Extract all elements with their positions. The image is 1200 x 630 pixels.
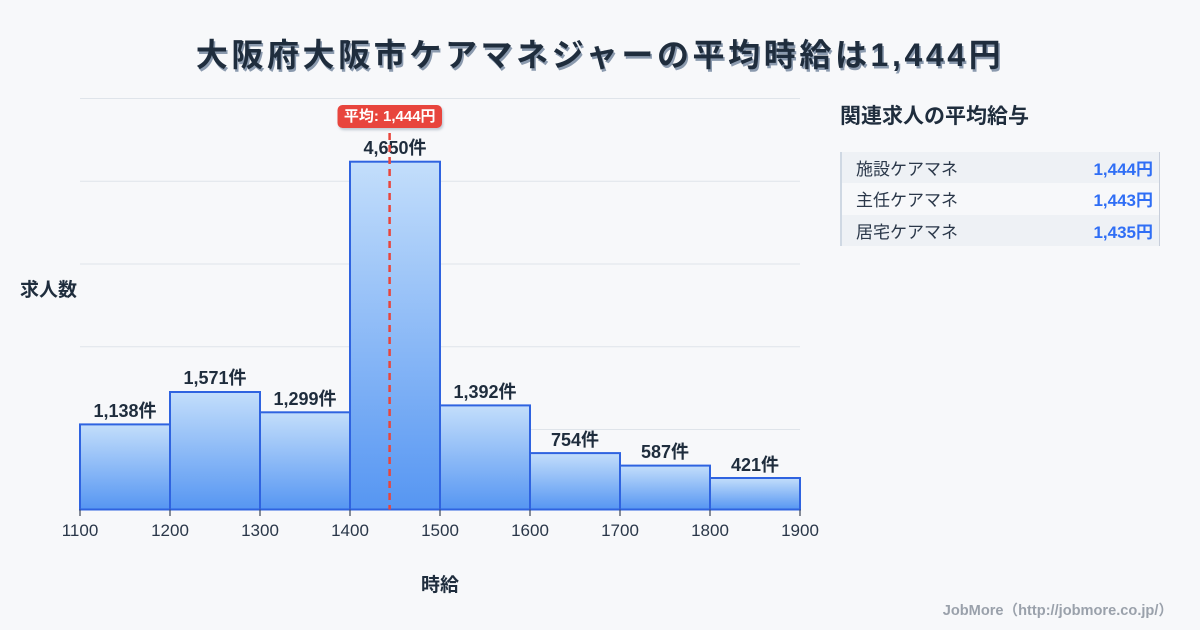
svg-text:1400: 1400 bbox=[331, 521, 369, 540]
svg-text:421件: 421件 bbox=[731, 455, 779, 475]
svg-text:1,571件: 1,571件 bbox=[183, 368, 246, 388]
svg-text:平均: 1,444円: 平均: 1,444円 bbox=[344, 107, 436, 125]
svg-text:1800: 1800 bbox=[691, 521, 729, 540]
svg-text:587件: 587件 bbox=[641, 442, 689, 462]
svg-text:1,138件: 1,138件 bbox=[93, 401, 156, 421]
svg-text:1600: 1600 bbox=[511, 521, 549, 540]
svg-text:4,650件: 4,650件 bbox=[363, 138, 426, 158]
svg-text:1,392件: 1,392件 bbox=[453, 382, 516, 402]
svg-text:1200: 1200 bbox=[151, 521, 189, 540]
svg-text:1900: 1900 bbox=[781, 521, 819, 540]
svg-text:1,299件: 1,299件 bbox=[273, 389, 336, 409]
svg-text:1700: 1700 bbox=[601, 521, 639, 540]
svg-text:754件: 754件 bbox=[551, 430, 599, 450]
svg-text:1500: 1500 bbox=[421, 521, 459, 540]
svg-text:1100: 1100 bbox=[62, 521, 99, 540]
svg-text:1300: 1300 bbox=[241, 521, 279, 540]
